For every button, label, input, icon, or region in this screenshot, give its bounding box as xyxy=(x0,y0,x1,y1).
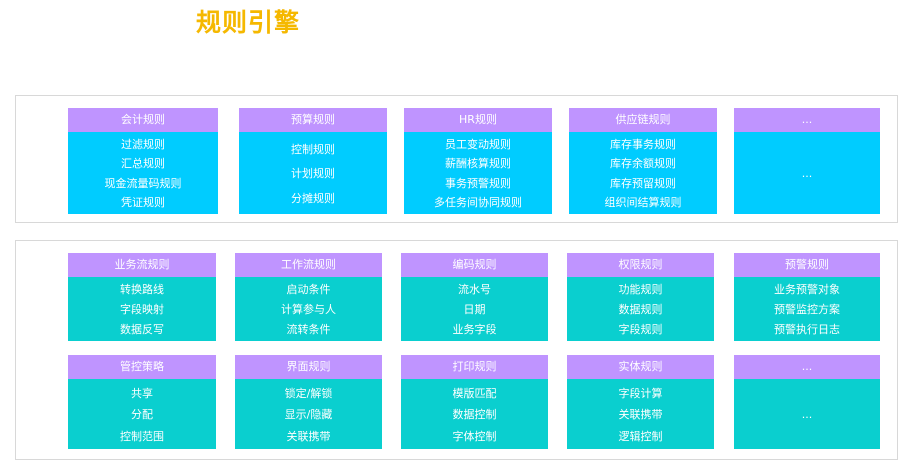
rule-item: ... xyxy=(801,166,813,180)
rule-card-5-header: ... xyxy=(734,108,880,132)
rule-card-4: 供应链规则 库存事务规则 库存余额规则 库存预留规则 组织间结算规则 xyxy=(569,108,717,214)
rule-card-r2-1-items: 共享 分配 控制范围 xyxy=(68,379,216,449)
rule-card-r2-5-items: ... xyxy=(734,379,880,449)
rule-card-2: 预算规则控制规则计划规则分摊规则 xyxy=(239,108,387,214)
rule-item: 库存预留规则 xyxy=(610,176,676,190)
rule-card-r2-3-header: 打印规则 xyxy=(401,355,548,379)
rule-item: 业务预警对象 xyxy=(774,283,840,296)
rule-card-r1-2-items: 启动条件计算参与人流转条件 xyxy=(235,277,382,341)
rule-card-r2-4-header: 实体规则 xyxy=(567,355,714,379)
rule-item: 分摊规则 xyxy=(291,191,335,205)
rule-item: 字段规则 xyxy=(618,323,663,336)
rule-item: 锁定/解锁 xyxy=(284,386,333,400)
rule-card-r2-2: 界面规则锁定/解锁显示/隐藏关联携带 xyxy=(235,355,382,449)
rule-item: 预警监控方案 xyxy=(774,303,840,316)
rule-card-r1-3-items: 流水号 日期 业务字段 xyxy=(401,277,548,341)
rule-item: 功能规则 xyxy=(618,283,663,296)
rule-item: 流转条件 xyxy=(286,323,331,336)
rule-item: 字段映射 xyxy=(120,303,164,316)
rule-item: 组织间结算规则 xyxy=(604,196,682,210)
rule-item: 控制范围 xyxy=(120,429,164,443)
rule-card-r2-5-header: ... xyxy=(734,355,880,379)
rule-item: 流水号 xyxy=(458,283,491,296)
rule-item: 多任务间协同规则 xyxy=(434,196,522,210)
rule-card-r1-5-items: 业务预警对象 预警监控方案 预警执行日志 xyxy=(734,277,880,341)
rule-item: 现金流量码规则 xyxy=(104,176,182,190)
page-title: 规则引擎 xyxy=(196,8,301,37)
rule-card-r1-4: 权限规则功能规则数据规则字段规则 xyxy=(567,253,714,341)
rule-card-r1-2-header: 工作流规则 xyxy=(235,253,382,277)
rule-item: 显示/隐藏 xyxy=(284,408,333,421)
rule-card-r2-2-header: 界面规则 xyxy=(235,355,382,379)
rule-card-3: HR规则 员工变动规则 薪酬核算规则 事务预警规则 多任务间协同规则 xyxy=(404,108,552,214)
rule-item: 分配 xyxy=(131,408,153,421)
rule-card-r1-1: 业务流规则转换路线字段映射数据反写 xyxy=(68,253,216,341)
rule-card-r2-2-items: 锁定/解锁显示/隐藏关联携带 xyxy=(235,379,382,449)
rule-card-3-header: HR规则 xyxy=(404,108,552,132)
rule-item: 模版匹配 xyxy=(452,386,497,400)
rule-card-r1-1-header: 业务流规则 xyxy=(68,253,216,277)
rule-card-r2-1: 管控策略共享分配控制范围 xyxy=(68,355,216,449)
rule-item: 业务字段 xyxy=(452,323,497,336)
rule-card-r1-3-header: 编码规则 xyxy=(401,253,548,277)
rule-card-1-items: 过滤规则汇总规则现金流量码规则 凭证规则 xyxy=(68,132,218,214)
rule-card-r2-4: 实体规则字段计算关联携带逻辑控制 xyxy=(567,355,714,449)
rule-card-2-items: 控制规则计划规则分摊规则 xyxy=(239,132,387,214)
rule-card-r1-3: 编码规则流水号日期业务字段 xyxy=(401,253,548,341)
rule-card-5: ...... xyxy=(734,108,880,214)
rule-item: 转换路线 xyxy=(120,283,164,296)
rule-item: 汇总规则 xyxy=(121,157,165,171)
rule-card-5-items: ... xyxy=(734,132,880,214)
rule-item: ... xyxy=(801,407,813,421)
rule-item: 薪酬核算规则 xyxy=(445,157,511,171)
rule-item: 逻辑控制 xyxy=(618,429,663,443)
rule-item: 日期 xyxy=(463,303,486,316)
rule-item: 凭证规则 xyxy=(121,196,165,210)
rule-card-r1-2: 工作流规则启动条件计算参与人流转条件 xyxy=(235,253,382,341)
rule-item: 字段计算 xyxy=(618,386,663,400)
rule-card-2-header: 预算规则 xyxy=(239,108,387,132)
rule-item: 预警执行日志 xyxy=(774,323,840,336)
rule-item: 共享 xyxy=(131,386,153,400)
rule-item: 计划规则 xyxy=(291,167,335,180)
rule-item: 数据控制 xyxy=(452,408,497,421)
rule-item: 关联携带 xyxy=(286,429,331,443)
rule-item: 关联携带 xyxy=(618,408,663,421)
rule-card-r2-1-header: 管控策略 xyxy=(68,355,216,379)
rule-item: 库存事务规则 xyxy=(610,137,676,151)
rule-card-4-items: 库存事务规则 库存余额规则 库存预留规则 组织间结算规则 xyxy=(569,132,717,214)
rule-card-r1-5: 预警规则 业务预警对象 预警监控方案 预警执行日志 xyxy=(734,253,880,341)
rule-item: 库存余额规则 xyxy=(610,157,676,171)
rule-card-r2-4-items: 字段计算关联携带逻辑控制 xyxy=(567,379,714,449)
rule-card-r1-1-items: 转换路线字段映射数据反写 xyxy=(68,277,216,341)
rule-item: 控制规则 xyxy=(291,142,335,156)
rule-card-r2-5: ...... xyxy=(734,355,880,449)
rule-card-1: 会计规则过滤规则汇总规则现金流量码规则 凭证规则 xyxy=(68,108,218,214)
rule-card-3-items: 员工变动规则 薪酬核算规则 事务预警规则 多任务间协同规则 xyxy=(404,132,552,214)
rule-item: 数据反写 xyxy=(120,323,164,336)
rule-item: 启动条件 xyxy=(286,283,331,296)
rule-card-r1-4-items: 功能规则数据规则字段规则 xyxy=(567,277,714,341)
rule-card-r2-3-items: 模版匹配数据控制字体控制 xyxy=(401,379,548,449)
rule-card-1-header: 会计规则 xyxy=(68,108,218,132)
rule-card-r2-3: 打印规则模版匹配数据控制字体控制 xyxy=(401,355,548,449)
rule-item: 计算参与人 xyxy=(281,303,336,316)
rule-item: 员工变动规则 xyxy=(445,137,511,151)
rule-item: 事务预警规则 xyxy=(445,176,511,190)
rule-card-r1-5-header: 预警规则 xyxy=(734,253,880,277)
rule-card-4-header: 供应链规则 xyxy=(569,108,717,132)
rule-item: 字体控制 xyxy=(452,429,497,443)
rule-card-r1-4-header: 权限规则 xyxy=(567,253,714,277)
rule-item: 数据规则 xyxy=(618,303,663,316)
rule-item: 过滤规则 xyxy=(121,137,165,151)
